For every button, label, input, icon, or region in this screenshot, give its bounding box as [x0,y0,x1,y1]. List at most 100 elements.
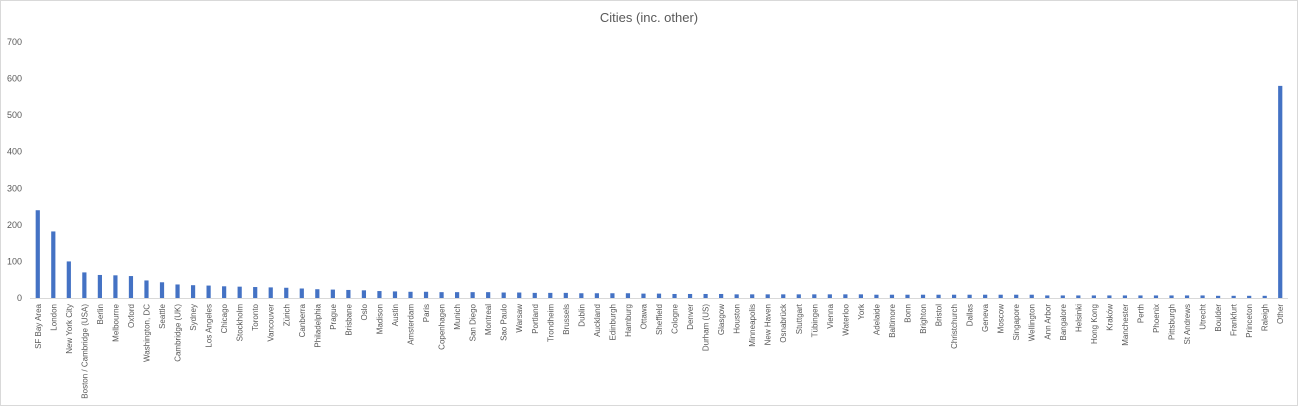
bar [144,280,149,298]
bar [408,291,413,298]
x-tick-label: Perth [1136,304,1145,323]
bar [268,287,273,298]
bar [1138,295,1143,298]
x-tick-label: Glasgow [717,304,726,335]
bar [51,231,56,298]
y-tick-label: 400 [7,147,22,157]
x-tick-label: Brussels [562,304,571,335]
bar [1200,295,1205,298]
bar [299,288,304,298]
bar [641,293,646,298]
bar [423,291,429,298]
x-tick-label: Princeton [1245,304,1254,338]
x-tick-label: Los Angeles [205,304,214,348]
bar [1091,295,1096,298]
bar [97,274,102,298]
bar [858,294,864,298]
bar [625,293,631,298]
x-tick-label: Berlin [96,304,105,324]
bar [812,294,817,298]
x-tick-label: Boulder [1214,304,1223,332]
bar [1045,295,1050,298]
y-tick-label: 100 [7,256,22,266]
bar [889,294,895,298]
x-tick-label: Manchester [1121,304,1130,346]
bar [253,287,258,298]
bar [113,275,118,298]
y-tick-label: 0 [17,293,22,303]
y-tick-label: 500 [7,110,22,120]
x-tick-label: York [857,303,866,320]
bar [82,272,87,298]
bar [1278,85,1283,298]
bar [159,282,165,298]
x-tick-label: Oslo [360,303,369,320]
bar [734,294,739,298]
x-tick-label: Singapore [1012,303,1021,340]
bar [1029,294,1034,298]
bar [1169,295,1174,298]
bar [1153,295,1159,298]
bar [1231,295,1236,298]
bar [843,294,848,298]
x-tick-label: Seattle [158,303,167,328]
x-tick-label: Cambridge (UK) [174,304,183,362]
x-tick-label: Ottawa [639,303,648,329]
bar [936,294,941,298]
bar [1014,294,1019,298]
x-tick-label: Washington, DC [142,304,151,362]
bar [330,289,335,298]
bar [920,294,926,298]
x-tick-label: Boston / Cambridge (USA) [80,304,89,399]
bar [781,294,786,298]
bar [1076,295,1081,298]
x-tick-label: Utrecht [1199,303,1208,330]
bar [206,285,211,298]
x-tick-label: Brisbane [344,303,353,335]
bar [750,294,755,298]
x-tick-label: Prague [329,303,338,329]
x-tick-label: Other [1276,304,1285,324]
x-tick-label: Canberra [298,303,307,337]
x-tick-label: Kraków [1105,304,1114,331]
bar [1216,295,1221,298]
x-tick-label: Geneva [981,303,990,332]
x-tick-label: Stockholm [236,304,245,342]
chart-title: Cities (inc. other) [599,10,699,25]
bar [874,294,879,298]
y-tick-label: 200 [7,220,22,230]
x-tick-label: Waterloo [841,303,850,335]
bar [315,289,320,298]
bar [128,276,134,298]
bar [1122,295,1128,298]
x-tick-label: Paris [422,304,431,322]
bar [579,293,584,298]
bar [35,210,40,298]
x-tick-label: Bangalore [1059,303,1068,340]
x-tick-label: Bristol [935,304,944,326]
bar [377,291,382,298]
x-tick-label: Portland [531,304,540,334]
x-tick-label: Denver [686,304,695,330]
bar [392,291,398,298]
x-tick-label: San Diego [469,303,478,341]
x-tick-label: Bonn [903,304,912,323]
bar [439,292,444,298]
bar [672,293,677,298]
x-tick-label: Raleigh [1261,304,1270,331]
y-tick-label: 600 [7,74,22,84]
x-tick-label: Christchurch [950,304,959,349]
x-tick-label: Sao Paulo [500,303,509,340]
bar [951,294,957,298]
bar [361,290,367,298]
bar [998,294,1003,298]
x-tick-label: Tübingen [810,304,819,337]
x-tick-label: Minneapolis [748,304,757,347]
x-tick-label: Copenhagen [438,304,447,350]
bar [454,292,460,298]
bar [765,294,770,298]
x-tick-label: Amsterdam [407,304,416,345]
x-tick-label: Vienna [826,303,835,328]
bar [610,293,615,298]
